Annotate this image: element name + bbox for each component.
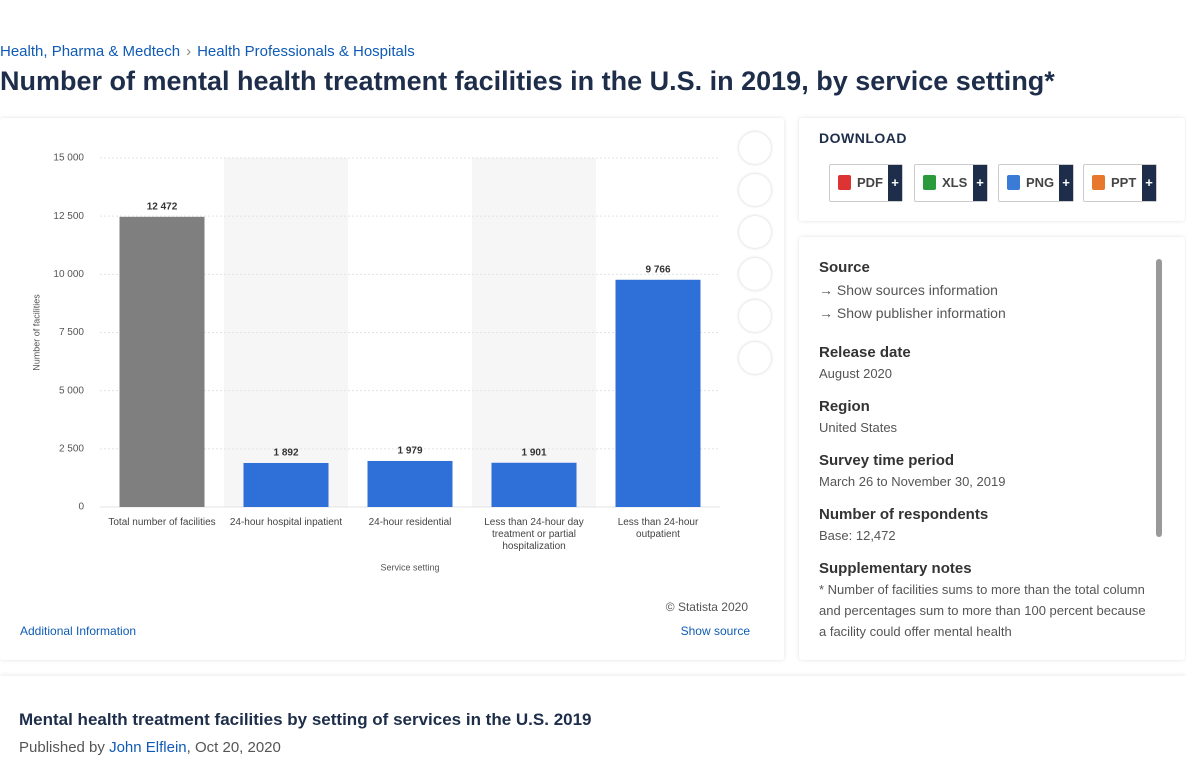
y-tick-label: 2 500 [59, 443, 84, 454]
print-button[interactable] [739, 342, 771, 374]
format-icon [838, 175, 851, 190]
format-label: XLS [942, 175, 968, 190]
section-heading: Supplementary notes [819, 560, 972, 577]
bar [119, 216, 205, 508]
download-button[interactable]: PPT + [1083, 164, 1157, 202]
plus: + [1059, 165, 1073, 201]
scrollbar[interactable] [1156, 259, 1162, 537]
x-tick-label: Less than 24-hour day treatment or parti… [484, 517, 584, 552]
chart-panel: 0 2 500 5 000 7 500 10 000 12 500 15 000 Number… [0, 118, 784, 660]
y-tick-label: 7 500 [59, 327, 84, 338]
x-tick-label: Less than 24-hour outpatient [617, 517, 699, 540]
download-title: DOWNLOAD [819, 130, 907, 146]
y-axis-title: Number of facilities [31, 294, 41, 371]
value-label: 1 901 [521, 447, 546, 458]
plus: + [1142, 165, 1156, 201]
section-text: August 2020 [819, 366, 893, 381]
bar [615, 279, 701, 507]
bar [491, 462, 577, 507]
y-tick-label: 15 000 [53, 153, 84, 164]
format-icon [1092, 175, 1105, 190]
show-source-link[interactable]: Show source [680, 624, 750, 638]
download-panel: DOWNLOAD [799, 118, 1185, 221]
copyright: © Statista 2020 [665, 600, 748, 614]
info-panel: Source → Show sources information → Show… [799, 237, 1185, 660]
value-label: 1 892 [273, 448, 298, 459]
publisher-link-text[interactable]: Show publisher information [836, 305, 1006, 321]
format-label: PDF [857, 175, 883, 190]
publisher-link[interactable]: → Show publisher information [819, 305, 1006, 321]
x-axis-title: Service setting [380, 562, 439, 572]
sources-link[interactable]: → Show sources information [819, 282, 998, 298]
download-button[interactable]: PNG + [998, 164, 1074, 202]
x-tick-label: 24-hour hospital inpatient [229, 517, 343, 528]
source-heading: Source [819, 259, 870, 276]
download-button[interactable]: PDF + [829, 164, 903, 202]
cite-button[interactable] [739, 300, 771, 332]
section-heading: Region [819, 398, 870, 415]
format-label: PPT [1111, 175, 1137, 190]
section-text: Base: 12,472 [819, 528, 896, 543]
crumb[interactable]: Health Professionals & Hospitals [197, 43, 415, 60]
x-tick-label: Total number of facilities [108, 517, 216, 528]
y-tick-label: 10 000 [53, 269, 84, 280]
format-icon [923, 175, 936, 190]
value-label: 9 766 [645, 264, 670, 275]
published-by: Published by [19, 739, 105, 756]
chart: 0 2 500 5 000 7 500 10 000 12 500 15 000 Number… [31, 153, 720, 572]
author[interactable]: John Elflein [109, 739, 187, 756]
section-text: * Number of facilities sums to more than… [819, 582, 1146, 639]
plus: + [973, 165, 987, 201]
format-label: PNG [1026, 175, 1055, 190]
value-label: 12 472 [147, 201, 178, 212]
info-body: Source → Show sources information → Show… [819, 247, 1149, 641]
additional-info-link[interactable]: Additional Information [20, 624, 137, 638]
section-heading: Release date [819, 344, 911, 361]
download-button[interactable]: XLS + [914, 164, 988, 202]
section-heading: Number of respondents [819, 506, 989, 523]
section-text: United States [819, 420, 898, 435]
additional-info[interactable]: Additional Information [20, 624, 136, 638]
section-heading: Survey time period [819, 452, 955, 469]
sources-link-text[interactable]: Show sources information [836, 282, 998, 298]
x-tick-label: 24-hour residential [368, 517, 452, 528]
breadcrumb: Health, Pharma & Medtech › Health Professi… [0, 43, 415, 60]
crumb[interactable]: Health, Pharma & Medtech [0, 43, 181, 60]
bar [243, 462, 329, 507]
plus: + [888, 165, 902, 201]
date: , Oct 20, 2020 [186, 739, 281, 756]
y-tick-label: 0 [78, 502, 84, 513]
settings-button[interactable] [739, 216, 771, 248]
y-tick-label: 5 000 [59, 385, 84, 396]
section-text: March 26 to November 30, 2019 [819, 474, 1006, 489]
page-title: Number of mental health treatment facili… [0, 66, 1055, 96]
published: Published by John Elflein, Oct 20, 2020 [19, 739, 281, 756]
value-label: 1 979 [397, 446, 422, 457]
format-icon [1007, 175, 1020, 190]
footer-title: Mental health treatment facilities by se… [19, 710, 592, 729]
bar [367, 460, 453, 507]
show-source[interactable]: Show source [681, 624, 750, 638]
alert-button[interactable] [739, 174, 771, 206]
favorite-button[interactable] [739, 132, 771, 164]
share-button[interactable] [739, 258, 771, 290]
footer: Mental health treatment facilities by se… [0, 676, 1186, 760]
y-tick-label: 12 500 [53, 211, 84, 222]
